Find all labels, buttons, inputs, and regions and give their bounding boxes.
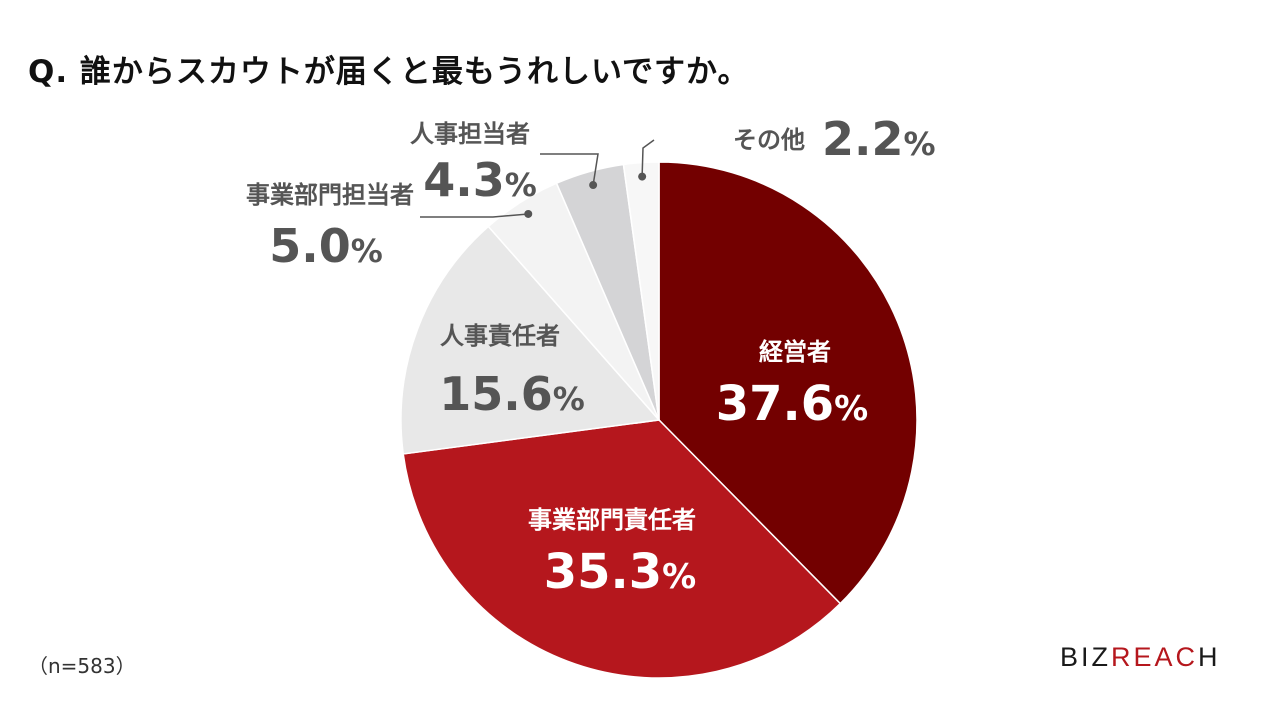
slice-label-other: その他: [733, 126, 805, 154]
pie-slice-other: [622, 161, 660, 421]
pie-slice-executive: [658, 161, 918, 605]
slice-label-business-dept-staff: 事業部門担当者: [246, 181, 414, 209]
chart-title: Q. 誰からスカウトが届くと最もうれしいですか。: [28, 54, 750, 90]
slice-label-business-dept-manager: 事業部門責任者: [528, 506, 696, 534]
slice-label-executive: 経営者: [759, 338, 831, 366]
leader-dot-other: [638, 172, 647, 181]
leader-dot-hr-staff: [589, 181, 598, 190]
slice-value-hr-manager: 15.6%: [439, 367, 585, 421]
leader-line-hr-staff: [540, 153, 599, 186]
pie-slice-hr-manager: [400, 225, 661, 455]
logo-main: BIZ: [1060, 642, 1112, 672]
leader-line-other: [641, 139, 655, 177]
sample-size-note: （n=583）: [28, 654, 136, 678]
slice-value-hr-staff: 4.3%: [423, 153, 537, 207]
slice-label-hr-staff: 人事担当者: [410, 120, 530, 148]
slice-value-executive: 37.6%: [716, 376, 869, 432]
pie-slice-business-dept-manager: [402, 419, 842, 679]
leader-line-business-dept-staff: [420, 213, 529, 218]
slice-value-business-dept-staff: 5.0%: [269, 219, 383, 273]
leader-dot-business-dept-staff: [524, 209, 533, 218]
logo-tail: H: [1198, 642, 1221, 672]
slice-label-hr-manager: 人事責任者: [440, 322, 560, 350]
logo-accent: REAC: [1111, 642, 1199, 672]
bizreach-logo: BIZREACH: [1060, 642, 1221, 673]
slice-value-other: 2.2%: [822, 112, 936, 166]
slice-value-business-dept-manager: 35.3%: [544, 544, 697, 600]
